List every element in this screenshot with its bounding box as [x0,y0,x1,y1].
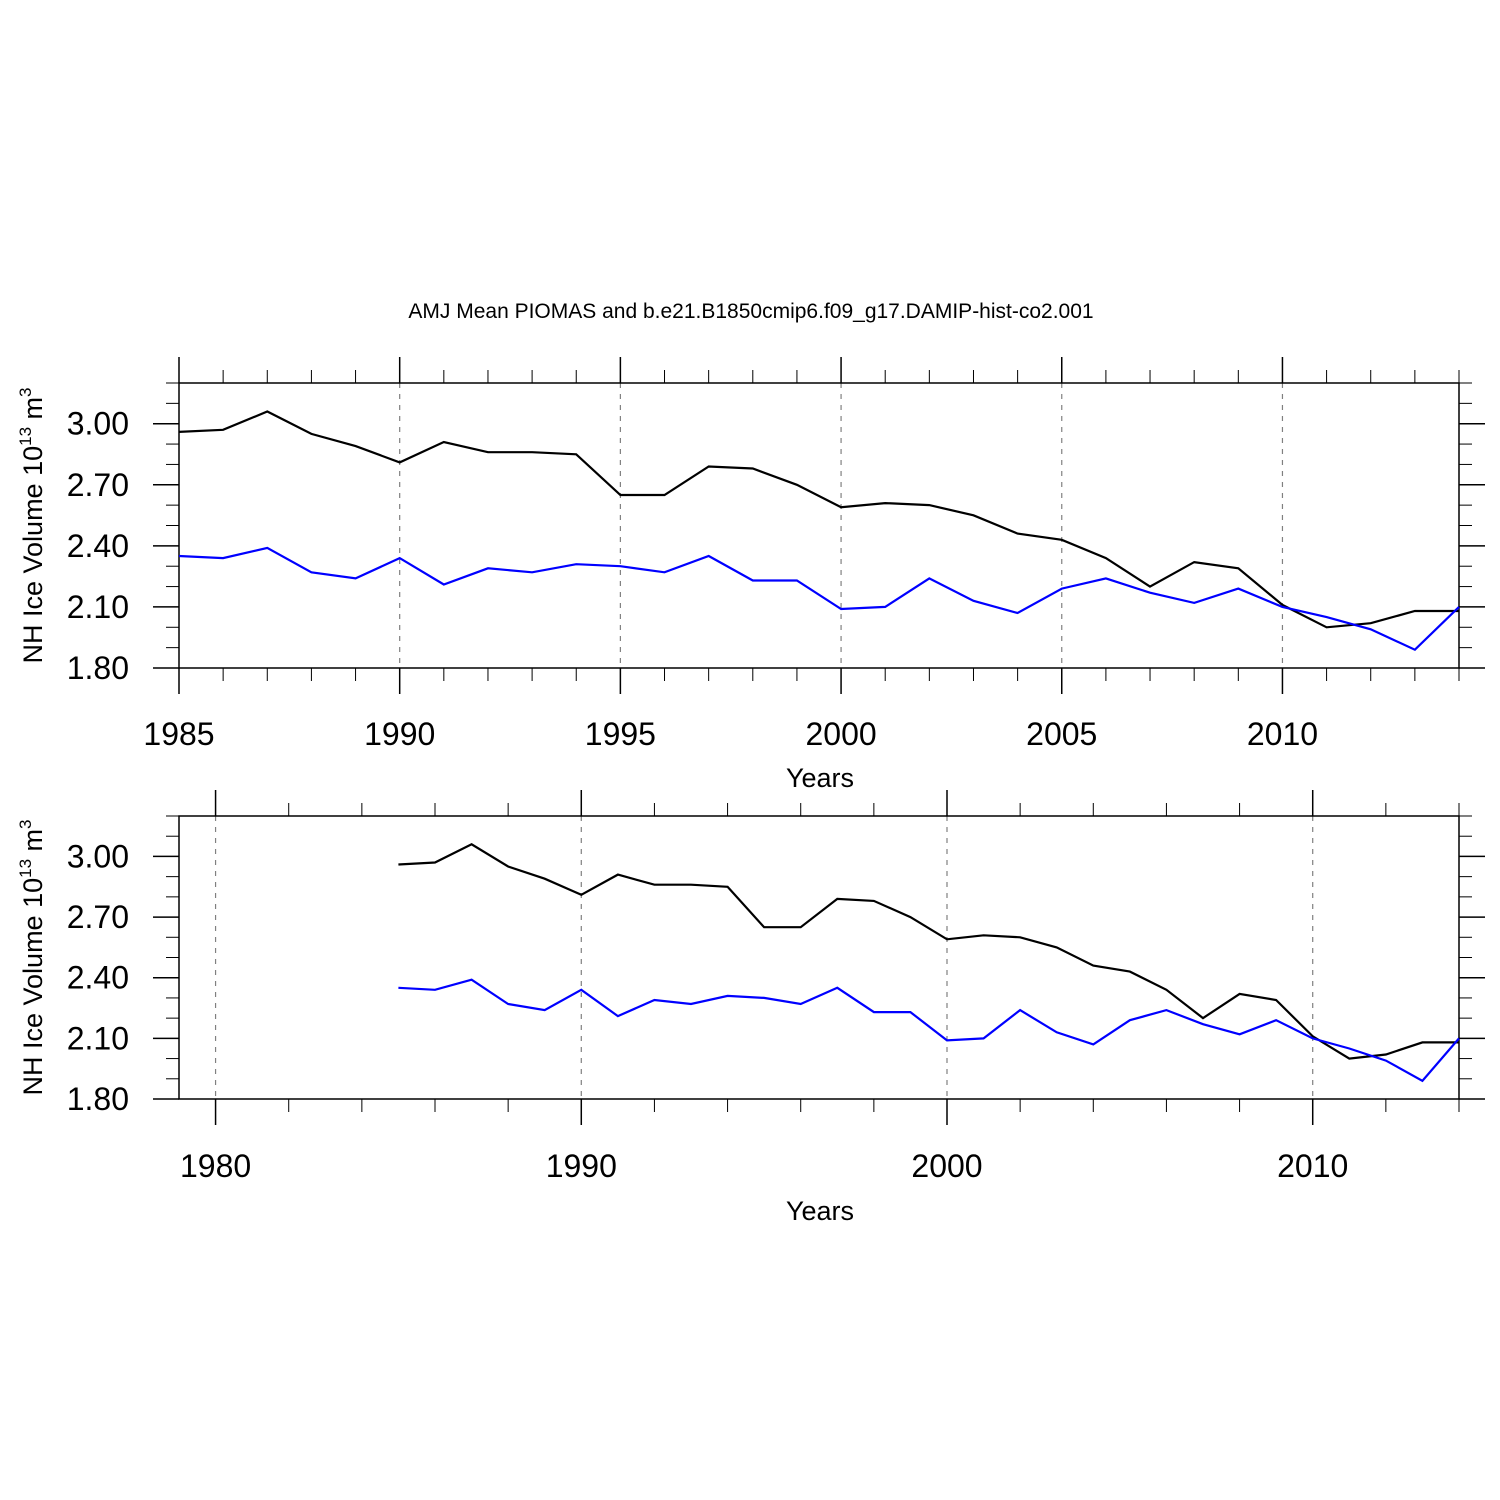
chart-title: AMJ Mean PIOMAS and b.e21.B1850cmip6.f09… [408,300,1093,323]
x-tick-label: 1990 [364,716,435,752]
y-tick-label: 2.10 [67,1020,129,1056]
x-tick-label: 2010 [1247,716,1318,752]
y-tick-label: 3.00 [67,406,129,442]
x-axis-label: Years [786,1196,854,1226]
panel-2: 1980 1990 2000 2010 1.80 2.10 2.40 2.70 3.00 Year… [16,790,1485,1226]
y-axis-label: NH Ice Volume 1013 m3 [16,820,48,1096]
y-axis-label-exponent: 13 [16,859,35,878]
y-tick-label: 3.00 [67,838,129,874]
y-tick-label: 2.70 [67,899,129,935]
y-tick-label: 2.40 [67,528,129,564]
y-axis-label-unit-exponent: 3 [16,820,35,829]
y-tick-label: 2.40 [67,960,129,996]
y-tick-label: 2.10 [67,589,129,625]
x-tick-label: 1980 [180,1148,251,1184]
x-tick-label: 2005 [1026,716,1097,752]
series-line-blue [178,546,1460,652]
x-tick-label: 1990 [546,1148,617,1184]
x-tick-label: 2010 [1277,1148,1348,1184]
y-tick-label: 2.70 [67,467,129,503]
series-line-black [178,410,1459,629]
x-tick-label: 2000 [911,1148,982,1184]
y-axis-label: NH Ice Volume 1013 m3 [16,388,48,664]
y-axis-label-unit: m [18,829,48,859]
y-axis-label-unit: m [18,397,48,427]
series-line-blue [398,978,1460,1083]
y-axis-label-base: NH Ice Volume 10 [18,878,48,1096]
x-axis-label: Years [786,763,854,793]
y-axis-label-base: NH Ice Volume 10 [18,446,48,664]
x-tick-label: 1985 [143,716,214,752]
x-tick-label: 2000 [805,716,876,752]
x-tick-label: 1995 [585,716,656,752]
y-tick-label: 1.80 [67,1081,129,1117]
chart-panels: 1985 1990 1995 2000 2005 2010 1.80 2.10 2.40 2.70… [16,357,1485,1226]
y-axis-label-exponent: 13 [16,427,35,446]
y-tick-label: 1.80 [67,650,129,686]
panel-1: 1985 1990 1995 2000 2005 2010 1.80 2.10 2.40 2.70… [16,357,1485,793]
series-line-black [398,843,1459,1060]
y-axis-label-unit-exponent: 3 [16,388,35,397]
